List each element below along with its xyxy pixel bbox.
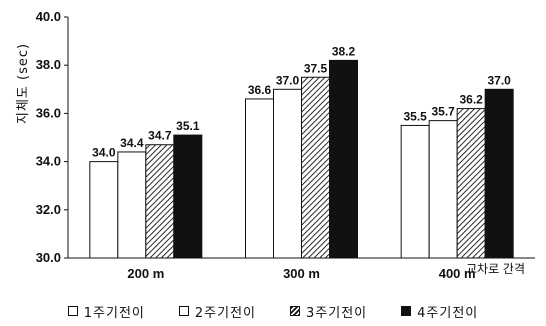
y-tick-label-4: 38.0 xyxy=(36,57,61,72)
legend-swatch-series-3 xyxy=(290,306,300,316)
y-tick-label-3: 36.0 xyxy=(36,105,61,120)
legend-item-series-3: 3주기전이 xyxy=(290,302,367,321)
legend-label-series-4: 4주기전이 xyxy=(417,305,479,321)
bar-2-2 xyxy=(273,88,302,259)
data-label-2-1: 34.4 xyxy=(120,136,144,150)
data-label-3-2: 37.5 xyxy=(304,61,328,75)
legend: 1주기전이 2주기전이 3주기전이 4주기전이 xyxy=(0,299,546,323)
y-tick-label-0: 30.0 xyxy=(36,250,61,265)
legend-label-series-1: 1주기전이 xyxy=(83,305,145,321)
data-label-4-3: 37.0 xyxy=(487,73,511,87)
data-label-3-3: 36.2 xyxy=(459,93,483,107)
bar-1-2 xyxy=(245,98,274,259)
x-tick-label-1: 200 m xyxy=(127,266,164,281)
bar-3-3 xyxy=(456,108,486,259)
bar-4-3 xyxy=(484,88,514,259)
data-label-4-2: 38.2 xyxy=(332,44,356,58)
legend-swatch-series-4 xyxy=(401,306,412,316)
bar-3-2 xyxy=(301,76,330,259)
y-axis-label: 지체도 (sec) xyxy=(16,42,31,124)
y-tick-label-1: 32.0 xyxy=(36,202,61,217)
chart-annotation: 교차로 간격 xyxy=(466,262,526,276)
data-label-1-1: 34.0 xyxy=(92,146,116,160)
y-tick-label-5: 40.0 xyxy=(36,9,61,24)
data-label-1-3: 35.5 xyxy=(403,109,427,123)
legend-label-series-2: 2주기전이 xyxy=(194,305,256,321)
x-tick-label-2: 300 m xyxy=(283,266,320,281)
bar-3-1 xyxy=(145,144,175,259)
legend-label-series-3: 3주기전이 xyxy=(306,305,368,321)
data-label-4-1: 35.1 xyxy=(176,119,200,133)
data-label-1-2: 36.6 xyxy=(248,83,272,97)
legend-swatch-series-2 xyxy=(178,306,189,316)
bar-2-3 xyxy=(428,120,458,259)
y-tick-label-2: 34.0 xyxy=(36,154,61,169)
legend-item-series-4: 4주기전이 xyxy=(401,302,478,321)
bar-1-3 xyxy=(400,124,430,259)
bar-2-1 xyxy=(117,151,147,259)
legend-item-series-2: 2주기전이 xyxy=(178,302,256,321)
legend-item-series-1: 1주기전이 xyxy=(67,302,145,321)
bar-4-2 xyxy=(329,59,358,259)
data-label-2-2: 37.0 xyxy=(276,73,300,87)
bar-4-1 xyxy=(173,134,203,259)
data-label-3-1: 34.7 xyxy=(148,129,172,143)
legend-swatch-series-1 xyxy=(67,306,78,316)
x-tick-label-3: 400 m xyxy=(439,266,476,281)
bar-1-1 xyxy=(89,161,119,259)
data-label-2-3: 35.7 xyxy=(431,105,455,119)
